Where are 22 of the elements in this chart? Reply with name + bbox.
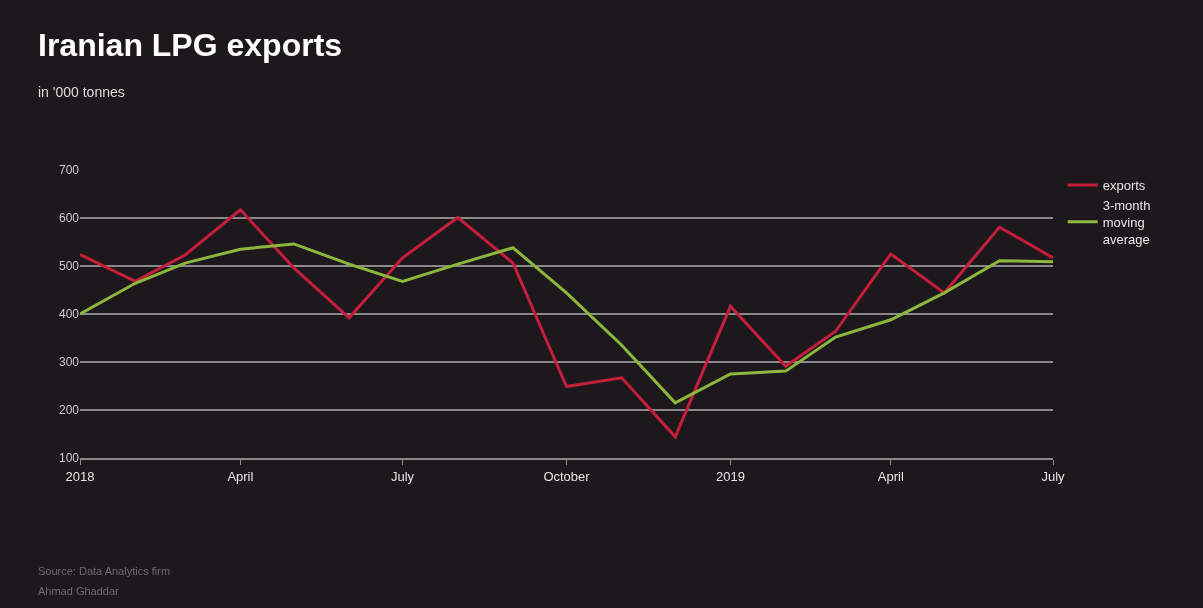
line-series — [80, 242, 1053, 405]
x-tick-label: April — [877, 468, 904, 484]
y-tick-label: 200 — [58, 403, 80, 418]
x-tick-label: July — [1041, 468, 1066, 484]
x-tick-label: July — [390, 468, 415, 484]
source-note: Source: Data Analytics firm — [38, 565, 171, 577]
x-tick-label: 2018 — [65, 468, 95, 484]
y-tick-label: 700 — [58, 163, 80, 178]
text: Ahmad Ghaddar — [38, 585, 120, 597]
x-tick-label: April — [227, 468, 254, 484]
y-tick-label: 400 — [58, 307, 80, 322]
legend-label: 3-month moving average — [1102, 197, 1151, 247]
x-tick-label: 2019 — [715, 468, 745, 484]
x-tick-label: October — [543, 468, 591, 484]
chart-title: Iranian LPG exports — [38, 27, 343, 63]
y-tick-label: 300 — [58, 355, 80, 370]
y-tick-label: 500 — [58, 259, 80, 274]
line-series — [80, 208, 1053, 439]
chart-subtitle: in '000 tonnes — [38, 84, 125, 100]
legend-label: exports — [1102, 178, 1146, 194]
y-tick-label: 600 — [58, 211, 80, 226]
y-tick-label: 100 — [58, 451, 80, 466]
